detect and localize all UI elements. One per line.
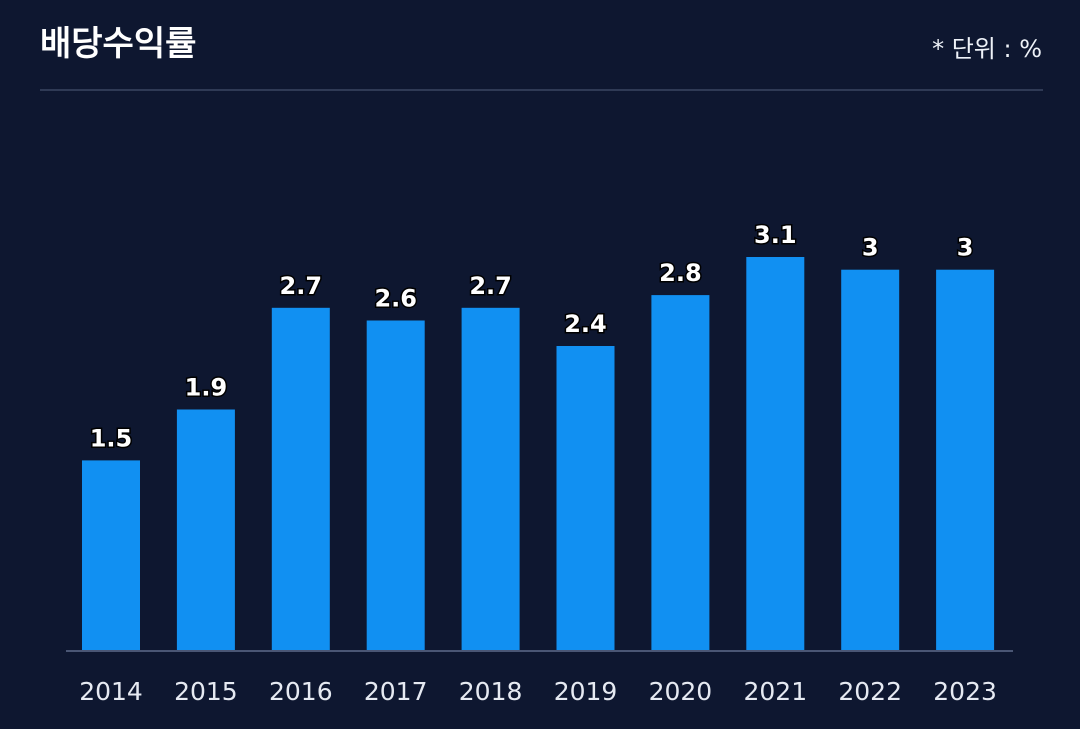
x-tick-2019: 2019 — [554, 677, 618, 706]
x-tick-2021: 2021 — [743, 677, 807, 706]
x-tick-2018: 2018 — [459, 677, 523, 706]
bar-2022 — [841, 269, 900, 651]
bar-2021 — [746, 257, 805, 651]
value-label-2021: 3.1 — [754, 221, 797, 249]
bar-2019 — [556, 346, 615, 651]
unit-label: * 단위 : % — [932, 35, 1042, 63]
x-tick-2020: 2020 — [649, 677, 713, 706]
value-label-2020: 2.8 — [659, 259, 702, 287]
value-label-2014: 1.5 — [90, 424, 133, 452]
value-label-2016: 2.7 — [280, 272, 323, 300]
bar-2016 — [271, 307, 330, 651]
bar-2020 — [651, 295, 710, 651]
x-tick-2014: 2014 — [79, 677, 143, 706]
value-label-2015: 1.9 — [185, 374, 228, 402]
x-tick-2016: 2016 — [269, 677, 333, 706]
value-label-2018: 2.7 — [469, 272, 512, 300]
x-tick-2023: 2023 — [933, 677, 997, 706]
chart-title: 배당수익률 — [40, 24, 197, 64]
header-divider — [40, 89, 1043, 91]
bar-2018 — [461, 307, 520, 651]
x-tick-2015: 2015 — [174, 677, 238, 706]
bar-2017 — [366, 320, 425, 651]
value-label-2023: 3 — [957, 234, 974, 262]
value-label-2019: 2.4 — [564, 310, 607, 338]
bar-2014 — [82, 460, 140, 651]
x-tick-2022: 2022 — [838, 677, 902, 706]
value-label-2017: 2.6 — [374, 285, 417, 313]
bar-2023 — [936, 269, 995, 651]
bar-2015 — [176, 409, 235, 651]
value-label-2022: 3 — [862, 234, 879, 262]
x-tick-2017: 2017 — [364, 677, 428, 706]
